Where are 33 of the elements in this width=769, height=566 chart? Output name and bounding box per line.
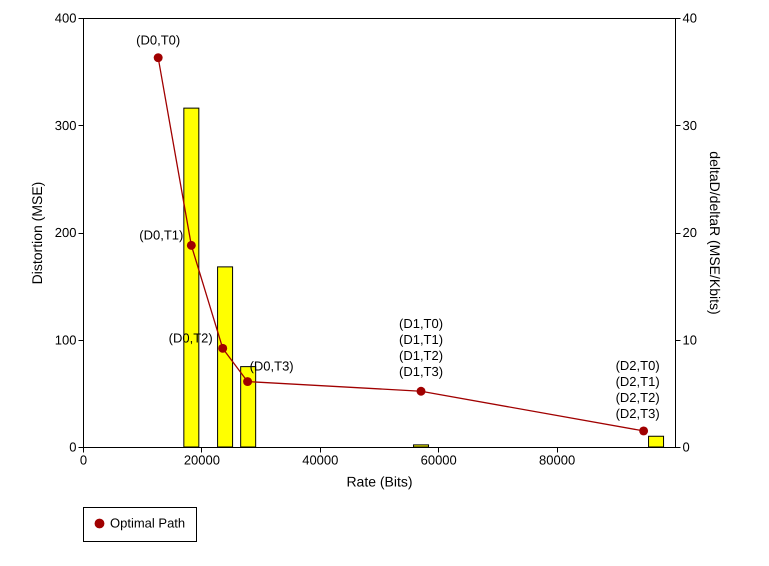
y2-tick-label: 40 bbox=[682, 10, 697, 26]
bar bbox=[413, 444, 430, 448]
annotation: (D0,T1) bbox=[139, 227, 184, 242]
y2-tick-label: 30 bbox=[682, 118, 697, 133]
annotation: (D2,T0) (D2,T1) (D2,T2) (D2,T3) bbox=[616, 358, 660, 421]
x-tick-label: 20000 bbox=[184, 452, 220, 468]
annotation: (D1,T0) (D1,T1) (D1,T2) (D1,T3) bbox=[399, 316, 444, 380]
bar bbox=[217, 266, 234, 448]
y2-tick-label: 20 bbox=[682, 225, 697, 240]
point bbox=[154, 53, 163, 62]
y-tick-label: 100 bbox=[54, 332, 76, 348]
point bbox=[218, 344, 228, 353]
x-tick-label: 80000 bbox=[539, 452, 576, 468]
point bbox=[243, 377, 252, 386]
bar bbox=[648, 436, 664, 448]
y-tick-label: 400 bbox=[54, 10, 76, 26]
annotation: (D0,T0) bbox=[136, 32, 180, 48]
y-tick-label: 300 bbox=[54, 118, 76, 133]
y-axis-title: Distortion (MSE) bbox=[28, 182, 45, 284]
x-axis-title: Rate (Bits) bbox=[346, 474, 413, 490]
y2-tick-label: 10 bbox=[682, 332, 697, 348]
annotation: (D0,T3) bbox=[250, 358, 294, 374]
x-tick-label: 40000 bbox=[302, 452, 338, 468]
y-tick-label: 200 bbox=[54, 225, 76, 240]
point bbox=[639, 426, 648, 436]
legend-label: Optimal Path bbox=[110, 516, 186, 530]
point bbox=[186, 240, 196, 250]
y2-tick-label: 0 bbox=[682, 440, 690, 454]
point bbox=[416, 386, 426, 396]
x-tick-label: 60000 bbox=[420, 452, 457, 468]
x-tick-label: 0 bbox=[80, 452, 88, 468]
y-tick-label: 0 bbox=[69, 440, 76, 454]
y2-axis-title: deltaD/deltaR (MSE/Kbits) bbox=[706, 151, 723, 315]
